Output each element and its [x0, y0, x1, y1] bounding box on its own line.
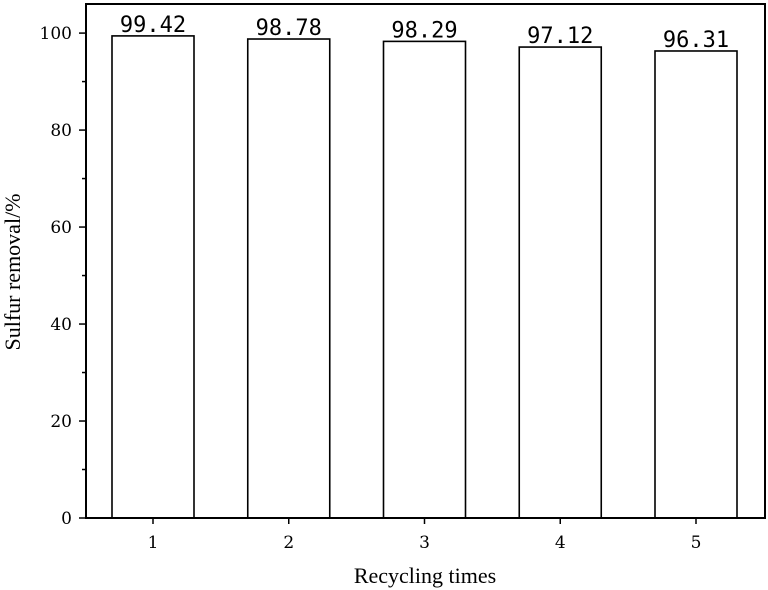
x-tick-label-5: 5: [691, 533, 702, 553]
bar-4: [518, 46, 603, 519]
x-tick-label-3: 3: [419, 533, 430, 553]
bar-1: [111, 35, 195, 519]
y-tick-label-40: 40: [50, 315, 72, 335]
data-label-1: 99.42: [120, 13, 186, 38]
y-axis-title: Sulfur removal/%: [0, 193, 25, 350]
y-tick-label-20: 20: [50, 412, 72, 432]
bar-5: [654, 50, 738, 519]
plot-area: 99.42 1 98.78 2 98.29 3 97.12 4 96.31 5 0 20 40 60 80 1…: [40, 3, 766, 553]
data-label-2: 98.78: [256, 16, 322, 41]
plot-frame: [85, 3, 766, 519]
y-tick-label-80: 80: [50, 121, 72, 141]
y-tick-label-60: 60: [50, 218, 72, 238]
y-tick-label-0: 0: [61, 509, 72, 529]
data-label-4: 97.12: [527, 24, 593, 49]
x-tick-label-1: 1: [148, 533, 159, 553]
bar-3: [382, 40, 467, 519]
data-label-5: 96.31: [663, 28, 729, 53]
bar-2: [246, 38, 331, 519]
x-tick-label-4: 4: [555, 533, 566, 553]
x-tick-label-2: 2: [283, 533, 294, 553]
y-tick-label-100: 100: [40, 24, 72, 44]
x-axis-title: Recycling times: [354, 563, 496, 588]
data-label-3: 98.29: [391, 18, 457, 43]
